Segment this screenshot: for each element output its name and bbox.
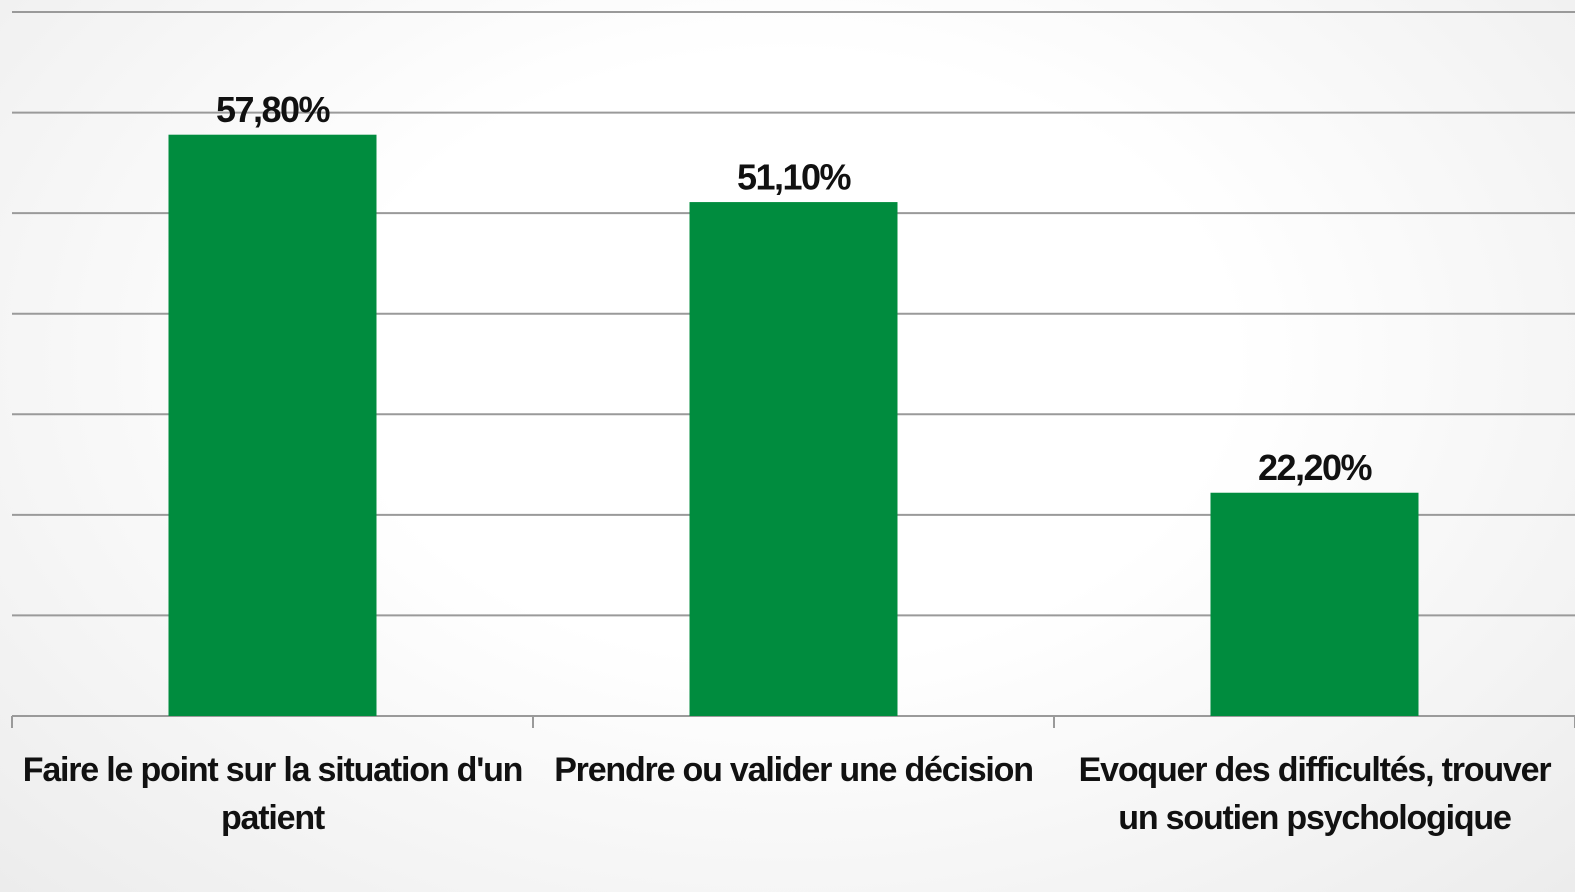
bar [1210, 492, 1419, 716]
bar [168, 134, 377, 716]
x-tick-label: Faire le point sur la situation d'un pat… [22, 751, 524, 837]
x-tick-label: Evoquer des difficultés, trouver un sout… [1078, 751, 1552, 837]
x-tick-label: Prendre ou valider une décision [554, 751, 1034, 789]
value-label: 22,20% [1258, 447, 1373, 488]
value-label: 51,10% [737, 157, 852, 198]
bar [689, 202, 898, 716]
value-label: 57,80% [216, 89, 331, 130]
